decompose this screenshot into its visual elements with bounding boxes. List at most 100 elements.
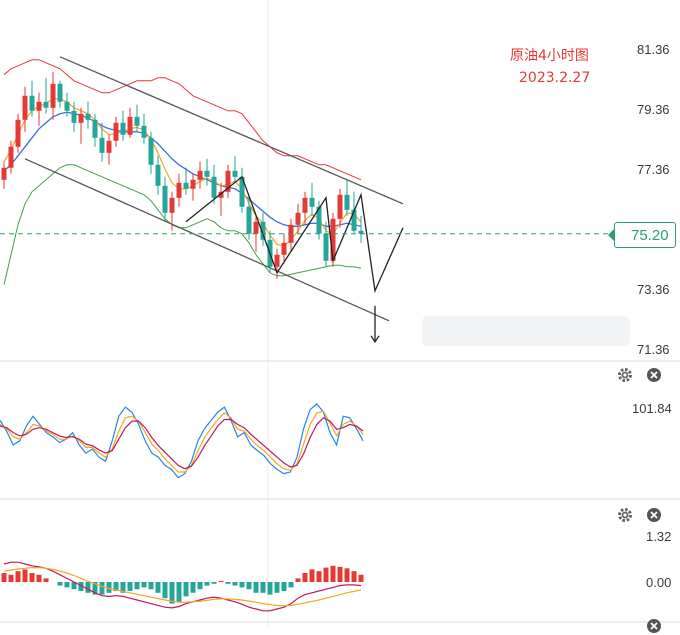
gear-icon[interactable]: [616, 506, 634, 524]
candle-body: [204, 170, 210, 177]
macd-bar: [64, 582, 70, 588]
candle-body: [113, 122, 119, 141]
price-tick-label: 81.36: [637, 42, 670, 57]
candle-body: [302, 197, 308, 213]
macd-bar: [1, 573, 7, 582]
macd-bar: [155, 582, 161, 593]
candle-body: [274, 254, 280, 267]
macd-axis-label-top: 1.32: [646, 529, 671, 544]
macd-bar: [260, 582, 266, 593]
macd-bar: [330, 565, 336, 582]
macd-bar: [169, 582, 175, 604]
macd-bar: [358, 574, 364, 582]
moving-averages: [3, 98, 362, 247]
macd-bar: [8, 574, 14, 582]
candle-body: [316, 206, 322, 234]
candle-body: [211, 176, 217, 198]
macd-bar: [162, 582, 168, 599]
upper-band-line: [3, 59, 362, 181]
candle-body: [155, 164, 161, 186]
candle-body: [29, 95, 35, 111]
watermark-area: [422, 316, 630, 346]
macd-bar: [29, 573, 35, 582]
channel-lower-line: [24, 158, 390, 322]
candle-body: [162, 185, 168, 213]
price-tick-label: 79.36: [637, 102, 670, 117]
candle-body: [148, 137, 154, 165]
candle-body: [344, 194, 350, 210]
candle-body: [8, 146, 14, 168]
macd-bar: [99, 582, 105, 595]
bollinger-bands: [3, 59, 362, 285]
close-icon[interactable]: [645, 617, 663, 635]
macd-bar: [43, 578, 49, 582]
macd-bar: [323, 567, 329, 582]
candle-body: [50, 83, 56, 108]
candle-body: [106, 140, 112, 153]
rsi-panel: [0, 403, 364, 479]
price-tick-label: 73.36: [637, 282, 670, 297]
macd-bar: [281, 582, 287, 591]
candle-body: [225, 170, 231, 192]
macd-bar: [295, 578, 301, 582]
close-icon[interactable]: [645, 506, 663, 524]
candle-body: [330, 218, 336, 261]
macd-bar: [316, 571, 322, 582]
macd-bar: [274, 582, 280, 593]
channel-upper-line: [59, 56, 404, 205]
candle-body: [295, 212, 301, 225]
current-price-label: 75.20: [631, 227, 669, 244]
candle-body: [85, 113, 91, 120]
price-tag-pointer: [608, 228, 615, 242]
macd-bar: [190, 582, 196, 593]
chart-title-line1: 原油4小时图: [510, 48, 589, 64]
candle-body: [43, 101, 49, 108]
candle-body: [64, 101, 70, 111]
candle-body: [260, 221, 266, 240]
macd-bar: [92, 582, 98, 595]
candle-body: [183, 182, 189, 189]
projection-zigzag: [185, 175, 404, 294]
macd-bar: [183, 582, 189, 597]
macd-bar: [225, 582, 231, 584]
macd-bar: [197, 582, 203, 590]
gear-icon[interactable]: [616, 366, 634, 384]
macd-bar: [267, 582, 273, 595]
candle-body: [57, 83, 63, 102]
candle-body: [281, 242, 287, 255]
candle-body: [190, 179, 196, 189]
macd-bar: [309, 569, 315, 582]
candle-body: [246, 206, 252, 234]
macd-bar: [120, 582, 126, 593]
ma-orange-line: [3, 98, 362, 247]
candle-body: [337, 194, 343, 219]
candle-body: [351, 209, 357, 231]
projection-arrowhead: [370, 335, 380, 343]
candle-body: [120, 122, 126, 135]
macd-bar: [246, 582, 252, 590]
price-tick-label: 71.36: [637, 342, 670, 357]
macd-axis-label-zero: 0.00: [646, 575, 671, 590]
macd-bar: [211, 582, 217, 584]
candle-body: [1, 167, 7, 180]
candle-body: [253, 221, 259, 234]
candle-body: [15, 119, 21, 147]
candle-body: [176, 182, 182, 198]
close-icon[interactable]: [645, 366, 663, 384]
current-price-tag: 75.20: [608, 222, 676, 248]
macd-bar: [113, 582, 119, 591]
candle-body: [239, 176, 245, 207]
macd-bar: [22, 569, 28, 582]
price-axis: 81.36 79.36 77.36 73.36 71.36: [637, 42, 670, 357]
trend-channel: [24, 56, 404, 322]
macd-dea-line: [3, 567, 362, 607]
macd-bar: [106, 582, 112, 593]
candle-body: [36, 101, 42, 111]
macd-bar: [15, 571, 21, 582]
candle-body: [78, 113, 84, 123]
macd-bar: [302, 573, 308, 582]
candle-body: [169, 197, 175, 213]
candle-body: [99, 137, 105, 153]
candle-body: [141, 125, 147, 138]
